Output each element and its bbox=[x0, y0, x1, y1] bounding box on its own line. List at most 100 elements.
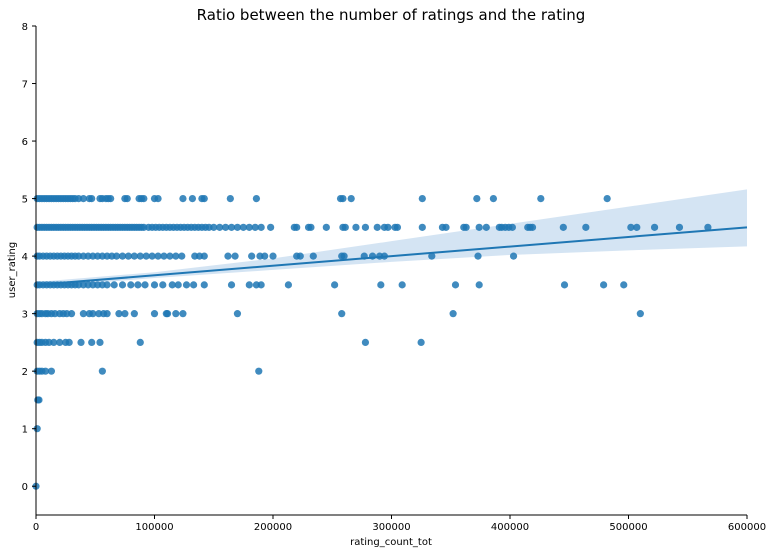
scatter-point bbox=[331, 281, 339, 289]
scatter-point bbox=[118, 281, 127, 289]
scatter-point bbox=[130, 310, 138, 318]
scatter-point bbox=[88, 194, 96, 203]
scatter-point bbox=[442, 223, 450, 231]
scatter-point bbox=[239, 223, 247, 231]
scatter-point bbox=[650, 223, 659, 231]
scatter-point bbox=[361, 338, 370, 347]
scatter-point bbox=[33, 425, 41, 433]
scatter-point bbox=[704, 223, 712, 231]
scatter-point bbox=[309, 252, 317, 260]
scatter-point bbox=[174, 281, 182, 289]
scatter-point bbox=[67, 310, 76, 318]
scatter-point bbox=[451, 281, 460, 289]
scatter-point bbox=[233, 310, 242, 318]
scatter-point bbox=[489, 194, 498, 203]
scatter-point bbox=[307, 223, 315, 231]
y-tick-label: 1 bbox=[22, 425, 28, 436]
scatter-point bbox=[582, 223, 590, 231]
scatter-point bbox=[633, 223, 641, 231]
scatter-point bbox=[77, 338, 85, 347]
scatter-point bbox=[675, 223, 684, 231]
scatter-point bbox=[475, 281, 483, 289]
scatter-point bbox=[509, 252, 518, 260]
scatter-point bbox=[96, 338, 104, 347]
scatter-point bbox=[179, 194, 187, 203]
scatter-point bbox=[373, 223, 381, 231]
scatter-point bbox=[255, 367, 263, 375]
scatter-point bbox=[163, 310, 172, 318]
scatter-point bbox=[361, 223, 370, 231]
scatter-point bbox=[449, 310, 457, 318]
scatter-point bbox=[41, 367, 50, 375]
scatter-point bbox=[474, 252, 482, 260]
y-tick-label: 7 bbox=[22, 80, 28, 91]
scatter-point bbox=[142, 252, 150, 260]
scatter-point bbox=[166, 252, 174, 260]
y-tick-label: 5 bbox=[22, 195, 28, 206]
scatter-point bbox=[245, 281, 253, 289]
scatter-point bbox=[89, 310, 97, 318]
scatter-point bbox=[200, 194, 208, 203]
scatter-point bbox=[65, 338, 73, 347]
scatter-point bbox=[182, 281, 191, 289]
scatter-point bbox=[98, 367, 106, 375]
x-tick-label: 500000 bbox=[609, 522, 647, 533]
scatter-point bbox=[168, 281, 176, 289]
scatter-point bbox=[603, 194, 611, 203]
x-tick-label: 400000 bbox=[491, 522, 529, 533]
scatter-point bbox=[178, 252, 186, 260]
scatter-point bbox=[103, 310, 111, 318]
scatter-point bbox=[559, 223, 567, 231]
scatter-point bbox=[227, 223, 236, 231]
scatter-point bbox=[257, 281, 265, 289]
scatter-point bbox=[377, 281, 385, 289]
scatter-point bbox=[418, 194, 426, 203]
scatter-point bbox=[210, 223, 218, 231]
scatter-point bbox=[248, 252, 256, 260]
scatter-point bbox=[190, 281, 198, 289]
scatter-point bbox=[136, 252, 144, 260]
scatter-point bbox=[347, 194, 355, 203]
scatter-point bbox=[269, 252, 277, 260]
x-axis-label: rating_count_tot bbox=[350, 537, 432, 548]
y-tick-label: 6 bbox=[22, 137, 28, 148]
scatter-point bbox=[150, 310, 159, 318]
scatter-point bbox=[398, 281, 406, 289]
scatter-point bbox=[188, 194, 197, 203]
scatter-point bbox=[160, 252, 168, 260]
scatter-point bbox=[79, 194, 87, 203]
scatter-point bbox=[34, 396, 42, 404]
scatter-point bbox=[79, 310, 87, 318]
scatter-point bbox=[136, 338, 144, 347]
scatter-point bbox=[284, 281, 293, 289]
x-tick-label: 200000 bbox=[254, 522, 292, 533]
scatter-point bbox=[627, 223, 635, 231]
scatter-point bbox=[123, 194, 131, 203]
scatter-point bbox=[322, 223, 330, 231]
scatter-point bbox=[393, 223, 402, 231]
scatter-point bbox=[508, 223, 516, 231]
scatter-point bbox=[127, 281, 135, 289]
scatter-point bbox=[257, 223, 265, 231]
scatter-point bbox=[172, 252, 180, 260]
scatter-point bbox=[103, 281, 111, 289]
scatter-point bbox=[384, 223, 392, 231]
scatter-point bbox=[154, 194, 162, 203]
plot-area: 0 1 2 3 4 5 6 7 8 0 100000 200000 300000 400000 500000… bbox=[22, 22, 766, 533]
scatter-point bbox=[251, 223, 259, 231]
scatter-point bbox=[226, 194, 234, 203]
scatter-point bbox=[200, 281, 208, 289]
scatter-point bbox=[124, 252, 133, 260]
scatter-point bbox=[154, 252, 162, 260]
scatter-point bbox=[428, 252, 436, 260]
scatter-point bbox=[233, 223, 242, 231]
scatter-point bbox=[537, 194, 545, 203]
scatter-point bbox=[112, 252, 121, 260]
scatter-point bbox=[150, 281, 159, 289]
scatter-point bbox=[227, 281, 236, 289]
scatter-point bbox=[121, 310, 129, 318]
scatter-point bbox=[140, 194, 148, 203]
scatter-point bbox=[159, 281, 167, 289]
scatter-point bbox=[296, 252, 304, 260]
